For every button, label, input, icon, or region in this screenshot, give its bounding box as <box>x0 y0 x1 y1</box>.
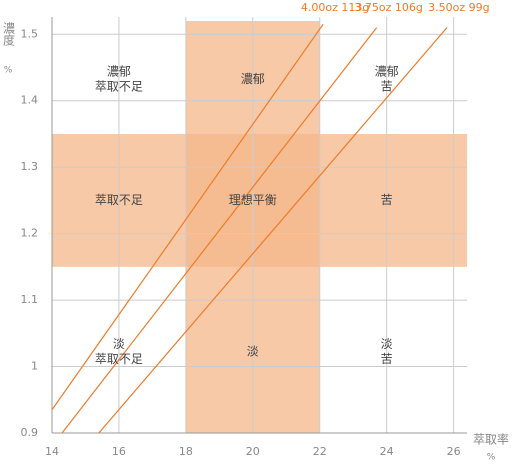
ideal-strength-band <box>52 133 467 267</box>
region-label: 萃取不足 <box>95 193 143 207</box>
y-tick-label: 1.5 <box>21 27 39 40</box>
region-label: 萃取不足 <box>95 79 143 93</box>
x-tick-label: 18 <box>179 445 193 458</box>
y-tick-label: 0.9 <box>21 426 39 439</box>
region-label: 苦 <box>381 352 393 366</box>
x-tick-label: 16 <box>112 445 126 458</box>
y-axis-unit: % <box>4 66 13 76</box>
y-tick-label: 1.1 <box>21 293 39 306</box>
region-label: 苦 <box>381 193 393 207</box>
region-label: 淡 <box>381 337 393 351</box>
region-label: 苦 <box>381 79 393 93</box>
region-label: 萃取不足 <box>95 352 143 366</box>
ratio-line <box>98 27 448 434</box>
line-label: 3.75oz 106g <box>354 1 422 14</box>
region-label: 理想平衡 <box>229 192 277 207</box>
x-tick-label: 24 <box>380 445 394 458</box>
region-label: 濃郁 <box>107 63 131 78</box>
x-tick-label: 20 <box>246 445 260 458</box>
y-tick-label: 1.2 <box>21 227 39 240</box>
y-axis-label: 濃度 <box>2 22 16 46</box>
y-tick-label: 1.3 <box>21 160 39 173</box>
x-tick-label: 26 <box>447 445 461 458</box>
x-axis-label: 萃取率 <box>473 432 509 447</box>
ratio-line <box>61 27 378 434</box>
x-tick-label: 22 <box>313 445 327 458</box>
x-axis-unit: % <box>487 453 496 463</box>
x-tick-label: 14 <box>45 445 59 458</box>
region-label: 淡 <box>113 337 125 351</box>
line-label: 3.50oz 99g <box>428 1 489 14</box>
region-label: 淡 <box>247 344 259 358</box>
y-tick-label: 1.4 <box>21 94 39 107</box>
region-label: 濃郁 <box>241 71 265 86</box>
ratio-line <box>51 23 324 411</box>
y-tick-label: 1 <box>31 360 38 373</box>
line-label: 4.00oz 113g <box>301 1 369 14</box>
region-label: 濃郁 <box>375 63 399 78</box>
